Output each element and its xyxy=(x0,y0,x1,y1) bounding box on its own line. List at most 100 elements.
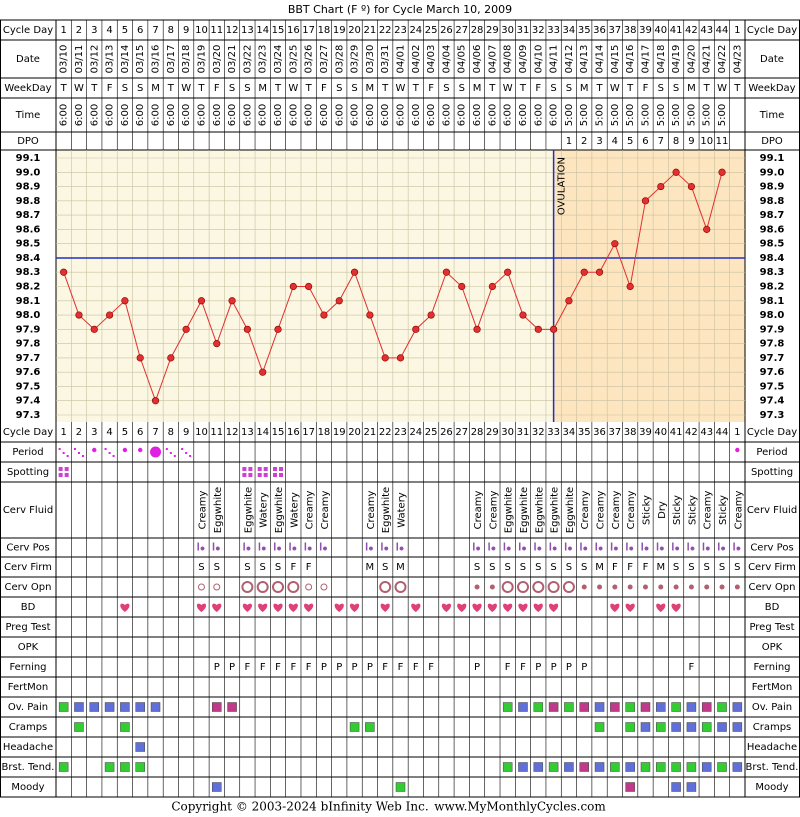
y-tick-label: 97.9 xyxy=(16,324,41,335)
cerv-fluid-cell: Eggwhite xyxy=(243,487,254,533)
cerv-firm-cell: M xyxy=(366,562,375,573)
ferning-cell: F xyxy=(520,662,526,673)
weekday-cell: S xyxy=(137,83,143,94)
bd-heart xyxy=(441,603,452,612)
cerv-pos-icon xyxy=(488,542,496,551)
cerv-opn-icon xyxy=(379,581,392,593)
temperature-point xyxy=(519,311,527,319)
temperature-point xyxy=(259,368,267,376)
cerv-firm-cell: S xyxy=(673,562,679,573)
weekday-cell: T xyxy=(703,83,711,94)
ferning-cell: P xyxy=(535,662,541,673)
cerv-pos-icon xyxy=(381,542,389,551)
temperature-point xyxy=(565,297,573,305)
cycle_day-cell: 16 xyxy=(287,427,300,438)
row-label: Preg Test xyxy=(5,622,50,633)
cerv-pos-icon xyxy=(212,542,220,551)
dpo-cell: 3 xyxy=(596,136,602,147)
temperature-point xyxy=(611,240,619,248)
y-tick-label: 97.5 xyxy=(16,381,41,392)
date-cell: 04/20 xyxy=(686,45,697,74)
time-cell: 6:00 xyxy=(242,104,253,126)
cerv-pos-icon xyxy=(580,542,588,551)
cerv-fluid-cell: Eggwhite xyxy=(534,487,545,533)
bd-heart xyxy=(380,603,390,612)
y-tick-label: 97.8 xyxy=(760,339,785,350)
cerv-pos-icon xyxy=(274,542,282,551)
cerv-firm-cell: S xyxy=(214,562,220,573)
cerv-pos-icon xyxy=(733,542,741,551)
row-label: Period xyxy=(12,447,43,458)
weekday-cell: M xyxy=(473,83,482,94)
cerv-opn-icon xyxy=(597,584,603,590)
time-cell: 6:00 xyxy=(350,104,361,126)
period-icon xyxy=(735,447,740,453)
cycle_day-cell: 12 xyxy=(226,427,239,438)
ferning-cell: F xyxy=(275,662,281,673)
weekday-cell: T xyxy=(412,83,420,94)
time-cell: 6:00 xyxy=(396,104,407,126)
bd-heart xyxy=(334,603,344,612)
weekday-cell: M xyxy=(687,83,696,94)
cerv-fluid-cell: Watery xyxy=(259,492,270,528)
row-label: OPK xyxy=(18,642,39,653)
date-cell: 04/17 xyxy=(640,45,651,74)
cycle_day-cell: 25 xyxy=(425,25,438,36)
cycle_day-cell: 36 xyxy=(593,25,606,36)
date-cell: 03/18 xyxy=(181,45,192,74)
y-tick-label: 98.6 xyxy=(760,224,785,235)
temperature-point xyxy=(427,311,435,319)
cerv-pos-icon xyxy=(197,542,205,551)
cerv-pos-icon xyxy=(243,542,251,551)
cerv-pos-icon xyxy=(718,542,726,551)
temperature-point xyxy=(182,325,190,333)
y-tick-label: 98.2 xyxy=(16,282,41,293)
date-cell: 04/22 xyxy=(717,45,728,74)
cycle_day-cell: 9 xyxy=(183,427,189,438)
date-cell: 03/23 xyxy=(258,45,269,74)
row-label: Cramps xyxy=(753,722,792,733)
cycle_day-cell: 11 xyxy=(210,25,223,36)
temperature-point xyxy=(305,282,313,291)
cerv-pos-icon xyxy=(289,542,297,551)
site[interactable]: www.MyMonthlyCycles.com xyxy=(434,800,606,814)
cerv-fluid-cell: Eggwhite xyxy=(504,487,515,533)
y-tick-label: 98.5 xyxy=(760,239,785,250)
period-icon xyxy=(92,447,97,453)
date-cell: 04/15 xyxy=(610,45,621,74)
bd-heart xyxy=(273,603,283,612)
temperature-point xyxy=(121,297,129,305)
row-label: WeekDay xyxy=(4,83,51,94)
cerv-pos-icon xyxy=(672,542,680,551)
row-label: Cerv Pos xyxy=(750,543,793,554)
row-label: Cerv Opn xyxy=(5,582,52,593)
dpo-cell: 6 xyxy=(642,136,648,147)
date-cell: 03/11 xyxy=(74,45,85,74)
time-cell: 6:00 xyxy=(365,104,376,126)
bd-heart xyxy=(120,603,130,612)
ov-pain-square xyxy=(548,702,559,712)
cerv-firm-cell: S xyxy=(504,562,510,573)
date-cell: 03/28 xyxy=(334,45,345,74)
cycle_day-cell: 30 xyxy=(501,25,514,36)
bd-heart xyxy=(671,603,681,612)
cycle_day-cell: 13 xyxy=(241,427,254,438)
y-tick-label: 99.0 xyxy=(760,167,785,178)
period-icon xyxy=(150,446,162,458)
cerv-pos-icon xyxy=(258,542,266,551)
date-cell: 03/25 xyxy=(288,45,299,74)
time-cell: 6:00 xyxy=(518,104,529,126)
period-icon xyxy=(58,448,69,457)
ferning-cell: F xyxy=(260,662,266,673)
cerv-firm-cell: F xyxy=(612,562,618,573)
row-label: WeekDay xyxy=(748,83,795,94)
temperature-point xyxy=(350,268,359,276)
cerv-firm-cell: S xyxy=(275,562,281,573)
row-label: Cerv Fluid xyxy=(3,505,53,516)
y-tick-label: 98.8 xyxy=(760,196,785,207)
time-cell: 6:00 xyxy=(380,104,391,126)
bd-heart xyxy=(503,603,513,612)
date-cell: 03/17 xyxy=(166,45,177,74)
weekday-cell: T xyxy=(488,83,496,94)
cerv-firm-cell: S xyxy=(244,562,250,573)
